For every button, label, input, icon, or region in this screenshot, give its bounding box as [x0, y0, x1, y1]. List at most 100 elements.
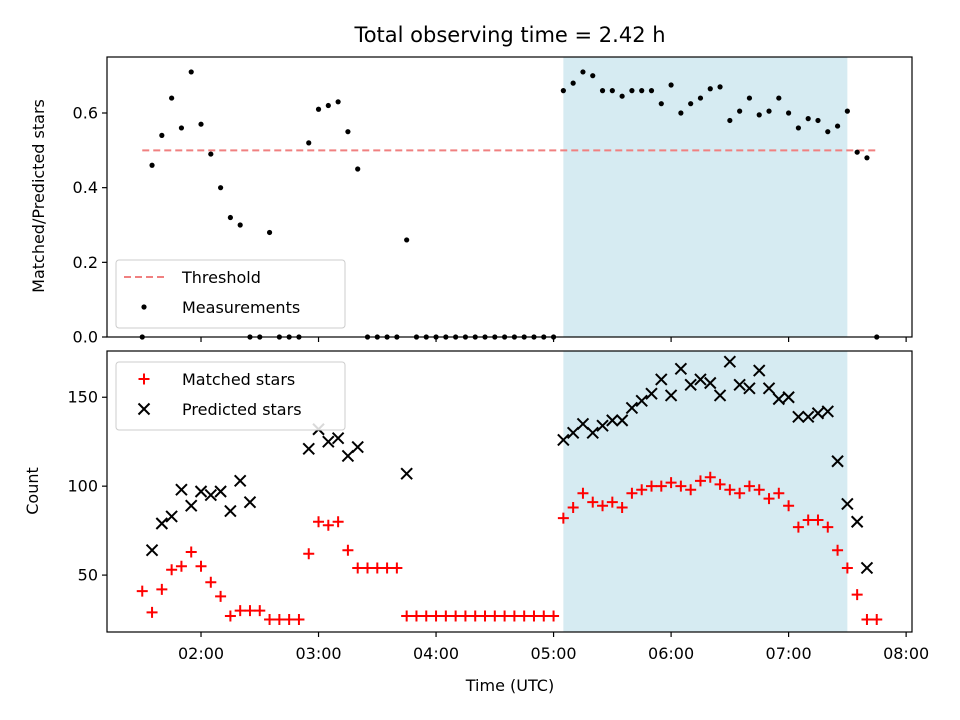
bottom-matched-point — [342, 544, 354, 556]
bottom-y-tick-label: 100 — [67, 477, 98, 496]
bottom-predicted-point — [557, 433, 570, 447]
bottom-matched-point — [234, 605, 246, 617]
x-tick-label: 02:00 — [178, 644, 224, 663]
bottom-predicted-point — [243, 495, 257, 509]
bottom-matched-point — [528, 610, 540, 622]
bottom-matched-point — [694, 475, 706, 487]
top-measurement-point — [237, 222, 243, 228]
top-measurement-point — [404, 237, 410, 243]
bottom-matched-point — [146, 606, 158, 618]
top-measurement-point — [766, 108, 772, 114]
bottom-predicted-point — [772, 392, 786, 406]
legend-handle-x — [137, 402, 151, 416]
bottom-predicted-point — [155, 517, 169, 530]
bottom-matched-point — [606, 496, 618, 508]
bottom-matched-point — [273, 614, 285, 626]
top-axes-frame — [106, 56, 913, 338]
top-measurement-point — [737, 108, 743, 114]
top-measurement-point — [746, 95, 753, 101]
top-measurement-point — [325, 102, 331, 109]
top-observing-span — [563, 57, 848, 337]
bottom-predicted-point — [743, 382, 756, 395]
top-measurement-point — [208, 151, 214, 157]
bottom-matched-point — [313, 516, 325, 528]
bottom-predicted-point — [204, 488, 218, 502]
bottom-predicted-point — [566, 426, 580, 440]
bottom-matched-point — [518, 610, 530, 622]
bottom-matched-point — [802, 514, 814, 526]
top-measurement-point — [854, 149, 860, 155]
bottom-matched-point — [264, 614, 276, 626]
bottom-matched-point — [175, 560, 187, 572]
x-tick-label: 03:00 — [295, 644, 341, 663]
bottom-predicted-point — [351, 440, 364, 454]
bottom-matched-point — [283, 614, 295, 626]
bottom-observing-span — [563, 351, 848, 632]
top-measurement-point — [776, 95, 782, 101]
top-y-tick-label: 0.6 — [73, 104, 98, 123]
bottom-predicted-point — [596, 419, 609, 432]
top-measurement-point — [688, 101, 694, 107]
bottom-matched-point — [685, 484, 697, 496]
bottom-matched-point — [783, 500, 795, 512]
x-tick-label: 04:00 — [413, 644, 459, 663]
bottom-matched-point — [841, 562, 853, 574]
top-y-tick-label: 0.0 — [73, 328, 98, 347]
bottom-predicted-point — [704, 376, 717, 390]
top-measurement-point — [795, 125, 801, 131]
x-tick-label: 08:00 — [883, 644, 929, 663]
bottom-predicted-point — [860, 561, 874, 575]
bottom-predicted-point — [762, 382, 776, 395]
top-measurement-point — [266, 229, 273, 236]
top-measurement-point — [159, 132, 165, 138]
bottom-matched-point — [361, 562, 373, 574]
bottom-predicted-point — [185, 499, 198, 512]
bottom-matched-point — [254, 605, 266, 617]
bottom-matched-point — [861, 614, 873, 626]
top-measurement-point — [198, 121, 204, 127]
bottom-predicted-point — [713, 389, 727, 402]
bottom-matched-point — [391, 562, 403, 574]
top-measurement-point — [629, 88, 635, 94]
bottom-matched-point — [548, 610, 560, 622]
top-measurement-point — [834, 123, 841, 129]
top-measurement-point — [805, 116, 811, 122]
x-tick-label: 06:00 — [648, 644, 694, 663]
bottom-axes-frame — [106, 350, 913, 633]
x-axis-label: Time (UTC) — [465, 676, 554, 695]
bottom-matched-point — [136, 585, 148, 597]
bottom-predicted-point — [145, 543, 159, 557]
top-measurement-point — [815, 117, 821, 124]
legend-label: Measurements — [182, 298, 300, 317]
bottom-matched-point — [851, 589, 863, 601]
bottom-predicted-point — [811, 407, 825, 420]
bottom-predicted-point — [233, 474, 247, 488]
bottom-predicted-point — [694, 373, 707, 386]
bottom-predicted-point — [821, 405, 834, 418]
top-measurement-point — [218, 185, 224, 191]
bottom-matched-point — [205, 576, 217, 588]
bottom-predicted-point — [400, 467, 413, 480]
bottom-predicted-point — [801, 410, 815, 424]
bottom-predicted-point — [625, 401, 639, 415]
bottom-predicted-point — [322, 435, 335, 448]
top-measurement-point — [590, 73, 596, 79]
top-measurement-point — [639, 88, 645, 94]
bottom-predicted-point — [576, 417, 590, 431]
bottom-matched-point — [616, 502, 628, 514]
bottom-predicted-point — [782, 391, 795, 404]
top-measurement-point — [149, 162, 155, 168]
bottom-matched-point — [734, 487, 746, 499]
bottom-predicted-point — [831, 455, 844, 468]
bottom-matched-point — [646, 480, 658, 492]
bottom-matched-point — [479, 610, 491, 622]
bottom-y-tick-label: 50 — [78, 566, 98, 585]
legend-handle-plus — [138, 373, 150, 385]
top-measurement-point — [864, 155, 870, 161]
bottom-predicted-point — [302, 442, 315, 456]
top-measurement-point — [844, 108, 850, 114]
bottom-matched-point — [773, 487, 785, 499]
bottom-matched-point — [724, 484, 736, 496]
bottom-matched-point — [577, 487, 589, 499]
bottom-y-tick-label: 150 — [67, 388, 98, 407]
